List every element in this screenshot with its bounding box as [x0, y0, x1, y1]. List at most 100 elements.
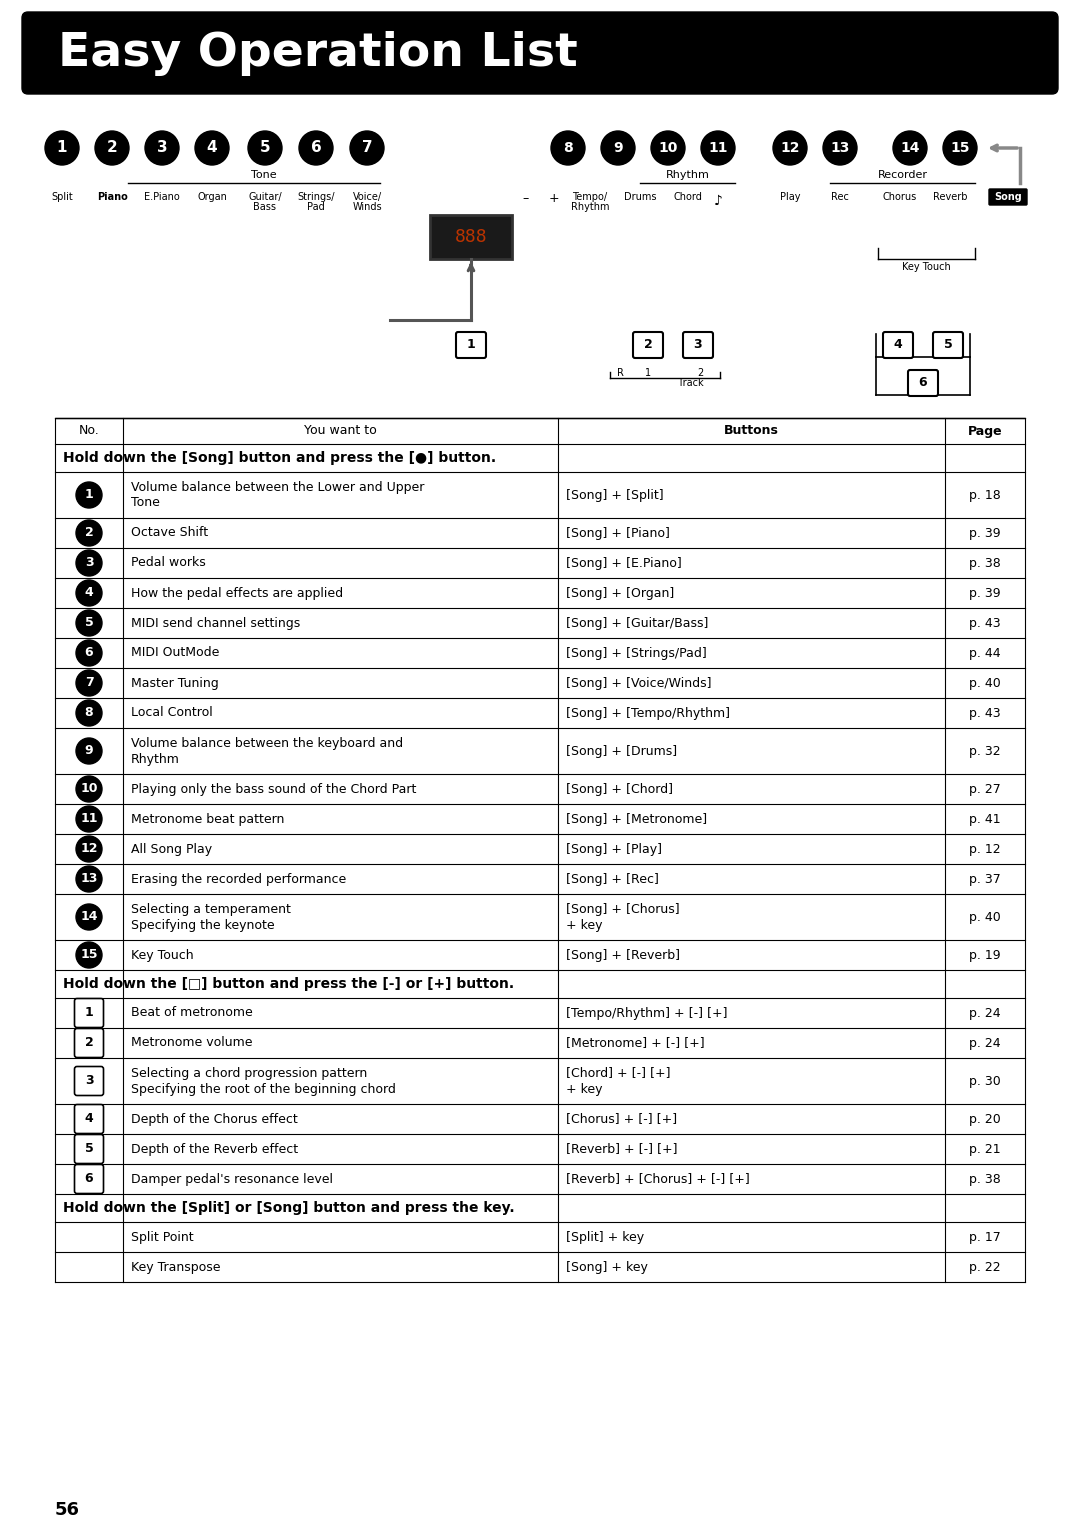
- Text: 1: 1: [84, 489, 93, 501]
- Text: p. 44: p. 44: [969, 646, 1001, 660]
- Text: 1: 1: [84, 1007, 93, 1019]
- Text: Play: Play: [780, 193, 800, 202]
- Text: [Metronome] + [-] [+]: [Metronome] + [-] [+]: [566, 1036, 704, 1050]
- Circle shape: [145, 131, 179, 165]
- Text: Pedal works: Pedal works: [131, 556, 206, 570]
- Text: [Split] + key: [Split] + key: [566, 1230, 644, 1244]
- Circle shape: [248, 131, 282, 165]
- Text: 14: 14: [901, 141, 920, 154]
- Text: 12: 12: [780, 141, 800, 154]
- FancyBboxPatch shape: [989, 189, 1027, 205]
- Text: p. 40: p. 40: [969, 677, 1001, 689]
- Circle shape: [76, 905, 102, 931]
- Text: [Song] + [Tempo/Rhythm]: [Song] + [Tempo/Rhythm]: [566, 706, 730, 720]
- Text: p. 38: p. 38: [969, 1172, 1001, 1186]
- Text: Chorus: Chorus: [882, 193, 917, 202]
- Text: Winds: Winds: [352, 202, 382, 212]
- Text: [Chorus] + [-] [+]: [Chorus] + [-] [+]: [566, 1112, 677, 1126]
- Text: 13: 13: [831, 141, 850, 154]
- Text: Recorder: Recorder: [877, 170, 928, 180]
- Text: [Song] + [E.Piano]: [Song] + [E.Piano]: [566, 556, 681, 570]
- Text: You want to: You want to: [305, 425, 377, 437]
- Text: Selecting a chord progression pattern: Selecting a chord progression pattern: [131, 1067, 367, 1079]
- Text: Beat of metronome: Beat of metronome: [131, 1007, 253, 1019]
- Text: Page: Page: [968, 425, 1002, 437]
- Text: [Song] + [Piano]: [Song] + [Piano]: [566, 527, 670, 539]
- Text: [Reverb] + [-] [+]: [Reverb] + [-] [+]: [566, 1143, 677, 1155]
- Text: [Song] + [Chorus]: [Song] + [Chorus]: [566, 903, 679, 915]
- Text: 5: 5: [259, 141, 270, 156]
- Text: MIDI send channel settings: MIDI send channel settings: [131, 616, 300, 630]
- Text: p. 43: p. 43: [969, 706, 1001, 720]
- Text: Metronome beat pattern: Metronome beat pattern: [131, 813, 284, 825]
- Text: 7: 7: [84, 677, 93, 689]
- FancyBboxPatch shape: [75, 998, 104, 1027]
- Text: 15: 15: [950, 141, 970, 154]
- Text: [Song] + [Play]: [Song] + [Play]: [566, 842, 662, 856]
- Text: p. 43: p. 43: [969, 616, 1001, 630]
- Text: 8: 8: [563, 141, 572, 154]
- Text: Song: Song: [994, 193, 1022, 202]
- Text: Chord: Chord: [674, 193, 702, 202]
- Text: 4: 4: [206, 141, 217, 156]
- Circle shape: [350, 131, 384, 165]
- FancyBboxPatch shape: [456, 332, 486, 358]
- Text: 888: 888: [455, 228, 487, 246]
- Text: Rhythm: Rhythm: [570, 202, 609, 212]
- Text: Playing only the bass sound of the Chord Part: Playing only the bass sound of the Chord…: [131, 782, 417, 796]
- Text: Selecting a temperament: Selecting a temperament: [131, 903, 291, 915]
- Text: 6: 6: [311, 141, 322, 156]
- FancyBboxPatch shape: [75, 1105, 104, 1134]
- Text: Tone: Tone: [252, 170, 276, 180]
- Text: 14: 14: [80, 911, 98, 923]
- Text: No.: No.: [79, 425, 99, 437]
- Text: p. 30: p. 30: [969, 1074, 1001, 1088]
- Text: MIDI OutMode: MIDI OutMode: [131, 646, 219, 660]
- Text: 1: 1: [645, 368, 651, 377]
- Text: 13: 13: [80, 872, 97, 886]
- Text: p. 38: p. 38: [969, 556, 1001, 570]
- Text: p. 39: p. 39: [969, 587, 1001, 599]
- Text: [Song] + [Guitar/Bass]: [Song] + [Guitar/Bass]: [566, 616, 708, 630]
- Text: 2: 2: [107, 141, 118, 156]
- Text: 10: 10: [80, 782, 98, 796]
- FancyBboxPatch shape: [883, 332, 913, 358]
- Circle shape: [76, 836, 102, 862]
- Text: Reverb: Reverb: [933, 193, 968, 202]
- Text: 4: 4: [84, 1112, 93, 1126]
- Circle shape: [823, 131, 858, 165]
- Text: [Reverb] + [Chorus] + [-] [+]: [Reverb] + [Chorus] + [-] [+]: [566, 1172, 750, 1186]
- Text: p. 32: p. 32: [969, 744, 1001, 758]
- Circle shape: [893, 131, 927, 165]
- Text: Easy Operation List: Easy Operation List: [58, 31, 578, 75]
- Text: p. 37: p. 37: [969, 872, 1001, 886]
- Text: Rhythm: Rhythm: [131, 752, 180, 766]
- Text: Depth of the Reverb effect: Depth of the Reverb effect: [131, 1143, 298, 1155]
- Text: p. 20: p. 20: [969, 1112, 1001, 1126]
- Text: 2: 2: [644, 339, 652, 351]
- Circle shape: [76, 610, 102, 636]
- Text: E.Piano: E.Piano: [144, 193, 180, 202]
- Text: Rec: Rec: [832, 193, 849, 202]
- Text: [Song] + [Organ]: [Song] + [Organ]: [566, 587, 674, 599]
- Text: 1: 1: [467, 339, 475, 351]
- Text: Octave Shift: Octave Shift: [131, 527, 208, 539]
- Text: Master Tuning: Master Tuning: [131, 677, 219, 689]
- Circle shape: [76, 669, 102, 695]
- Text: Tone: Tone: [131, 497, 160, 509]
- Circle shape: [299, 131, 333, 165]
- Text: p. 24: p. 24: [969, 1036, 1001, 1050]
- Text: 4: 4: [893, 339, 903, 351]
- Text: Hold down the [Song] button and press the [●] button.: Hold down the [Song] button and press th…: [63, 451, 496, 465]
- Text: Rhythm: Rhythm: [665, 170, 710, 180]
- Text: p. 18: p. 18: [969, 489, 1001, 501]
- Text: 5: 5: [84, 1143, 93, 1155]
- Text: Voice/: Voice/: [352, 193, 381, 202]
- Text: Piano: Piano: [96, 193, 127, 202]
- Text: Split: Split: [51, 193, 72, 202]
- Text: p. 21: p. 21: [969, 1143, 1001, 1155]
- Text: [Song] + [Chord]: [Song] + [Chord]: [566, 782, 673, 796]
- Text: p. 40: p. 40: [969, 911, 1001, 923]
- Text: 5: 5: [84, 616, 93, 630]
- Text: +: +: [549, 193, 559, 205]
